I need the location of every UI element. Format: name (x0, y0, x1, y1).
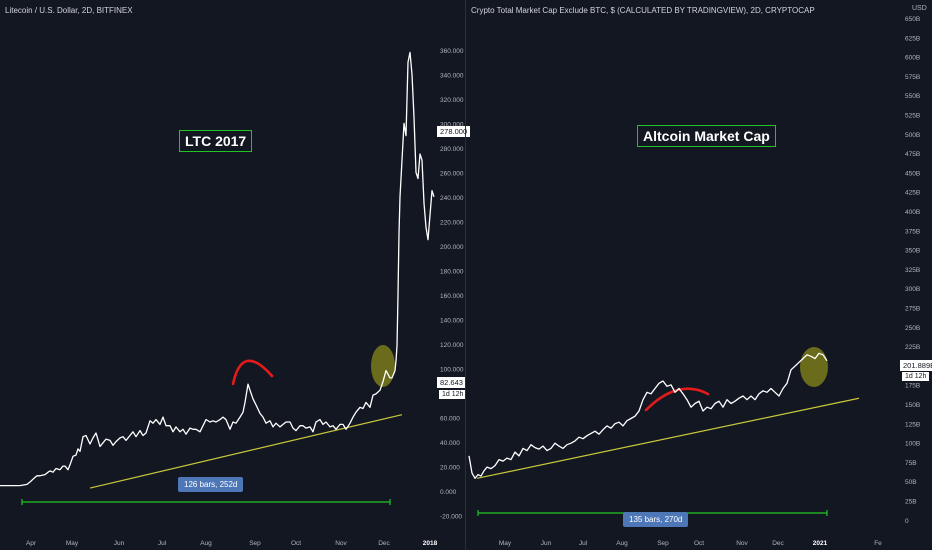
altcoin-y-tick-label: 500B (905, 132, 920, 139)
altcoin-chart-title: Crypto Total Market Cap Exclude BTC, $ (… (471, 6, 815, 15)
altcoin-y-tick-label: 575B (905, 74, 920, 81)
ltc-y-tick-label: 260.000 (440, 171, 464, 178)
ltc-x-tick-label: Apr (26, 540, 37, 547)
ltc-y-tick-label: 20.000 (440, 465, 460, 472)
ltc-last-price-tag: 82.643 (437, 377, 466, 388)
altcoin-y-tick-label: 625B (905, 35, 920, 42)
altcoin-x-tick-label: Oct (694, 540, 704, 547)
altcoin-y-tick-label: 400B (905, 209, 920, 216)
altcoin-y-tick-label: 275B (905, 306, 920, 313)
altcoin-x-tick-label: Jul (579, 540, 588, 547)
altcoin-x-tick-label: Dec (772, 540, 784, 547)
altcoin-chart-svg[interactable]: 650B 625B 600B 575B 550B 525B 500B 475B 450B 425B… (466, 0, 932, 550)
ltc-x-tick-label: 2018 (423, 540, 438, 547)
ltc-y-tick-label: 120.000 (440, 342, 464, 349)
ltc-y-tick-label: 200.000 (440, 244, 464, 251)
ltc-red-arc[interactable] (231, 359, 274, 386)
ltc-y-tick-label: 280.000 (440, 146, 464, 153)
altcoin-y-tick-label: 25B (905, 499, 917, 506)
altcoin-y-tick-label: 150B (905, 402, 920, 409)
ltc-x-tick-label: May (66, 540, 79, 547)
ltc-measure-label: 126 bars, 252d (178, 477, 244, 492)
ltc-y-tick-label: 300.000 (440, 122, 464, 129)
ltc-y-tick-label: 60.000 (440, 416, 460, 423)
altcoin-x-tick-label: 2021 (813, 540, 828, 547)
altcoin-y-tick-label: 175B (905, 383, 920, 390)
ltc-y-tick-label: 240.000 (440, 195, 464, 202)
altcoin-chart-panel[interactable]: 650B 625B 600B 575B 550B 525B 500B 475B 450B 425B… (466, 0, 932, 550)
ltc-y-tick-label: 180.000 (440, 269, 464, 276)
altcoin-y-tick-label: 225B (905, 344, 920, 351)
ltc-x-tick-label: Jun (114, 540, 125, 547)
altcoin-countdown-tag: 1d 12h (902, 372, 930, 381)
altcoin-y-tick-label: 325B (905, 267, 920, 274)
altcoin-y-tick-label: 650B (905, 16, 920, 23)
ltc-chart-panel[interactable]: 360.000 340.000 320.000 300.000 280.000 260.0… (0, 0, 471, 550)
altcoin-trendline[interactable] (476, 397, 860, 479)
altcoin-y-tick-label: 375B (905, 228, 920, 235)
altcoin-x-tick-label: Nov (736, 540, 748, 547)
altcoin-current-price-tag: 201.889B (900, 360, 932, 371)
ltc-y-tick-label: 320.000 (440, 97, 464, 104)
altcoin-y-tick-label: 550B (905, 93, 920, 100)
ltc-chart-svg[interactable]: 360.000 340.000 320.000 300.000 280.000 260.0… (0, 0, 466, 550)
altcoin-x-tick-label: Fe (874, 540, 882, 547)
altcoin-y-tick-label: 300B (905, 286, 920, 293)
ltc-x-tick-label: Nov (335, 540, 347, 547)
ltc-y-tick-label: 160.000 (440, 293, 464, 300)
ltc-y-tick-label: 340.000 (440, 73, 464, 80)
ltc-trendline[interactable] (89, 414, 403, 489)
altcoin-y-tick-label: 600B (905, 55, 920, 62)
ltc-countdown-tag: 1d 12h (439, 390, 467, 399)
altcoin-price-line[interactable] (468, 352, 828, 479)
altcoin-market-cap-label: Altcoin Market Cap (637, 125, 776, 147)
altcoin-x-tick-label: May (499, 540, 512, 547)
ltc-2017-label: LTC 2017 (179, 130, 253, 152)
ltc-x-tick-label: Oct (291, 540, 301, 547)
ltc-y-tick-label: 220.000 (440, 220, 464, 227)
altcoin-y-tick-label: 75B (905, 460, 917, 467)
ltc-y-tick-label: 140.000 (440, 318, 464, 325)
ltc-price-line[interactable] (0, 51, 435, 487)
ltc-x-tick-label: Dec (378, 540, 390, 547)
altcoin-measure-label: 135 bars, 270d (623, 512, 689, 527)
ltc-x-tick-label: Sep (249, 540, 261, 547)
altcoin-y-tick-label: 50B (905, 479, 917, 486)
altcoin-y-tick-label: 425B (905, 190, 920, 197)
ltc-chart-title: Litecoin / U.S. Dollar, 2D, BITFINEX (5, 6, 133, 15)
altcoin-y-tick-label: 475B (905, 151, 920, 158)
altcoin-y-tick-label: 125B (905, 421, 920, 428)
altcoin-red-arc[interactable] (644, 387, 710, 412)
altcoin-x-tick-label: Jun (541, 540, 552, 547)
altcoin-y-tick-label: 450B (905, 170, 920, 177)
altcoin-x-tick-label: Aug (616, 540, 628, 547)
altcoin-y-tick-label: 525B (905, 113, 920, 120)
ltc-y-tick-label: -20.000 (440, 514, 462, 521)
ltc-y-tick-label: 360.000 (440, 48, 464, 55)
altcoin-y-tick-label: 0 (905, 518, 909, 525)
ltc-y-tick-label: 100.000 (440, 367, 464, 374)
altcoin-y-tick-label: 350B (905, 248, 920, 255)
altcoin-highlight-ellipse[interactable] (800, 347, 828, 387)
ltc-y-tick-label: 0.000 (440, 489, 457, 496)
ltc-current-price-tag: 278.000 (437, 126, 471, 137)
ltc-x-tick-label: Jul (158, 540, 167, 547)
altcoin-x-tick-label: Sep (657, 540, 669, 547)
ltc-y-tick-label: 40.000 (440, 440, 460, 447)
altcoin-y-tick-label: 250B (905, 325, 920, 332)
panel-divider[interactable] (465, 0, 466, 550)
altcoin-unit-label: USD (912, 5, 927, 12)
altcoin-y-tick-label: 100B (905, 441, 920, 448)
ltc-x-tick-label: Aug (200, 540, 212, 547)
